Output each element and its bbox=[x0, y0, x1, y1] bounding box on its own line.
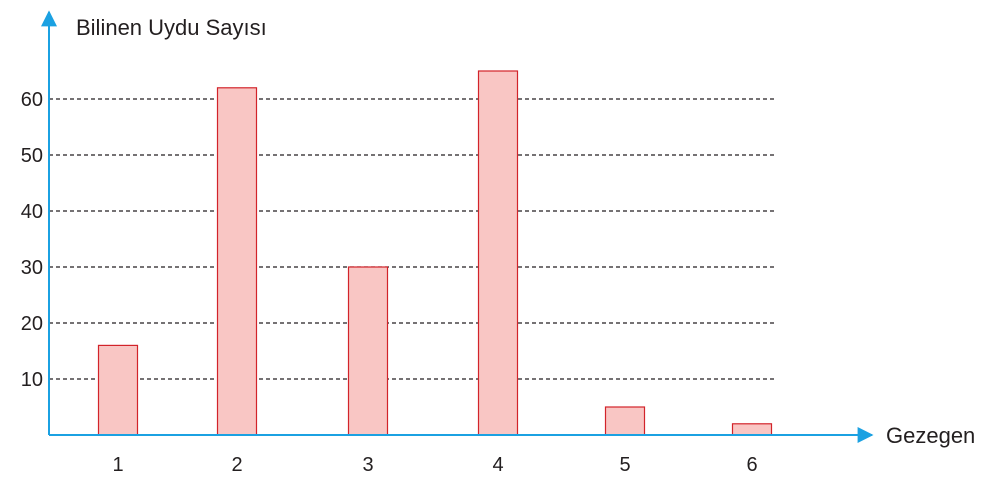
y-tick-labels: 10 20 30 40 50 60 bbox=[21, 89, 43, 391]
bar-5 bbox=[604, 406, 646, 436]
bar-1 bbox=[97, 344, 139, 436]
bar-3 bbox=[347, 266, 389, 436]
bar-4 bbox=[477, 70, 519, 436]
x-tick-label: 5 bbox=[619, 454, 630, 476]
y-tick-label: 60 bbox=[21, 89, 43, 111]
bar-2 bbox=[216, 87, 258, 436]
x-axis-title: Gezegen bbox=[886, 423, 975, 448]
bar-6 bbox=[731, 423, 773, 436]
y-axis-title: Bilinen Uydu Sayısı bbox=[76, 15, 267, 40]
bars bbox=[97, 70, 773, 436]
x-tick-label: 4 bbox=[492, 454, 503, 476]
x-tick-label: 1 bbox=[112, 454, 123, 476]
y-tick-label: 40 bbox=[21, 201, 43, 223]
x-tick-label: 6 bbox=[746, 454, 757, 476]
x-tick-labels: 1 2 3 4 5 6 bbox=[112, 454, 757, 476]
gridlines bbox=[49, 98, 775, 380]
x-tick-label: 2 bbox=[231, 454, 242, 476]
y-tick-label: 10 bbox=[21, 369, 43, 391]
y-tick-label: 20 bbox=[21, 313, 43, 335]
y-tick-label: 30 bbox=[21, 257, 43, 279]
x-tick-label: 3 bbox=[362, 454, 373, 476]
y-tick-label: 50 bbox=[21, 145, 43, 167]
